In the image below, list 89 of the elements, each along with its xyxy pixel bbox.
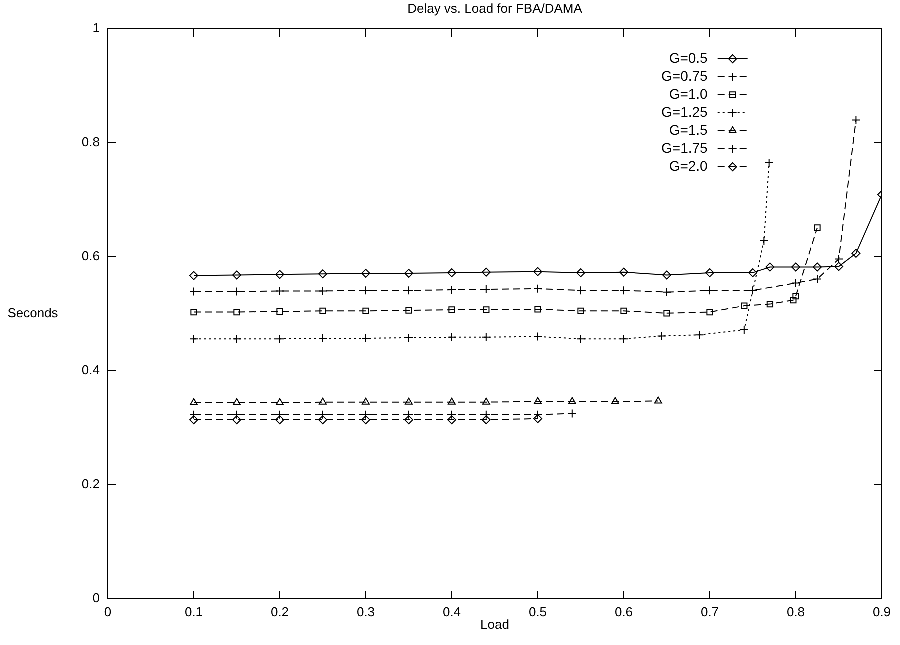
y-tick-label: 0.4	[82, 362, 100, 378]
point	[483, 306, 490, 314]
legend-label: G=1.25	[662, 104, 708, 120]
point	[620, 268, 628, 277]
point	[706, 308, 714, 316]
point	[814, 224, 821, 232]
point	[695, 330, 704, 340]
point	[318, 270, 328, 279]
y-tick-label: 0	[92, 590, 100, 606]
point	[362, 308, 370, 314]
point	[568, 397, 576, 404]
point	[405, 398, 413, 405]
point	[534, 414, 542, 424]
point	[534, 306, 542, 313]
point	[232, 270, 242, 280]
point	[766, 262, 775, 272]
y-tick-label: 0.6	[82, 248, 100, 264]
point	[834, 262, 844, 272]
x-tick-label: 0.7	[700, 604, 720, 620]
legend-label: G=2.0	[669, 158, 708, 174]
point	[482, 416, 491, 425]
legend-label: G=1.75	[662, 140, 708, 156]
point	[320, 308, 326, 314]
point	[852, 116, 861, 125]
point	[448, 416, 456, 425]
chart-title: Delay vs. Load for FBA/DAMA	[408, 1, 583, 16]
point	[404, 416, 414, 425]
point	[748, 268, 758, 278]
point	[448, 398, 456, 405]
legend-label: G=0.5	[669, 50, 708, 66]
point	[233, 398, 241, 406]
point	[362, 416, 370, 425]
point	[190, 416, 198, 425]
point	[813, 262, 822, 272]
point	[792, 293, 800, 300]
x-tick-label: 0.1	[184, 604, 204, 620]
x-axis-title: Load	[480, 617, 510, 632]
point	[620, 308, 628, 314]
point	[662, 270, 672, 280]
point	[190, 271, 198, 280]
point	[482, 332, 491, 342]
point	[611, 397, 620, 404]
x-tick-label: 0.8	[786, 604, 806, 620]
point	[578, 308, 584, 314]
point	[234, 308, 240, 316]
point	[534, 267, 542, 276]
legend-label: G=0.75	[662, 68, 708, 84]
y-axis-title: Seconds	[8, 306, 59, 321]
legend-label: G=1.0	[669, 86, 708, 102]
y-tick-label: 0.2	[82, 476, 100, 492]
point	[482, 268, 491, 277]
point	[190, 308, 198, 316]
x-tick-label: 0.4	[442, 604, 462, 620]
point	[190, 398, 198, 406]
legend-label: G=1.5	[669, 122, 708, 138]
point	[406, 307, 412, 314]
point	[790, 296, 797, 304]
point	[657, 332, 666, 341]
x-tick-label: 0.9	[872, 604, 892, 620]
point	[404, 269, 414, 278]
point	[276, 270, 284, 280]
point	[319, 398, 327, 405]
point	[852, 249, 861, 258]
point	[448, 306, 456, 314]
x-tick-label: 0.5	[528, 604, 548, 620]
point	[318, 416, 328, 425]
point	[448, 268, 456, 278]
point	[276, 308, 284, 316]
x-tick-label: 0.2	[270, 604, 290, 620]
x-tick-label: 0.6	[614, 604, 634, 620]
x-tick-label: 0.3	[356, 604, 376, 620]
point	[792, 262, 800, 272]
point	[362, 269, 370, 278]
point	[276, 398, 284, 406]
point	[534, 397, 542, 404]
point	[741, 302, 748, 310]
point	[276, 416, 284, 425]
point	[576, 268, 586, 278]
point	[568, 409, 577, 418]
point	[232, 416, 242, 425]
y-tick-label: 1	[92, 20, 100, 36]
point	[482, 398, 490, 405]
y-tick-label: 0.8	[82, 134, 100, 150]
point	[362, 398, 370, 405]
point	[664, 310, 670, 317]
point	[766, 300, 774, 308]
point	[654, 396, 662, 404]
point	[706, 268, 714, 278]
x-tick-label: 0	[104, 604, 112, 620]
